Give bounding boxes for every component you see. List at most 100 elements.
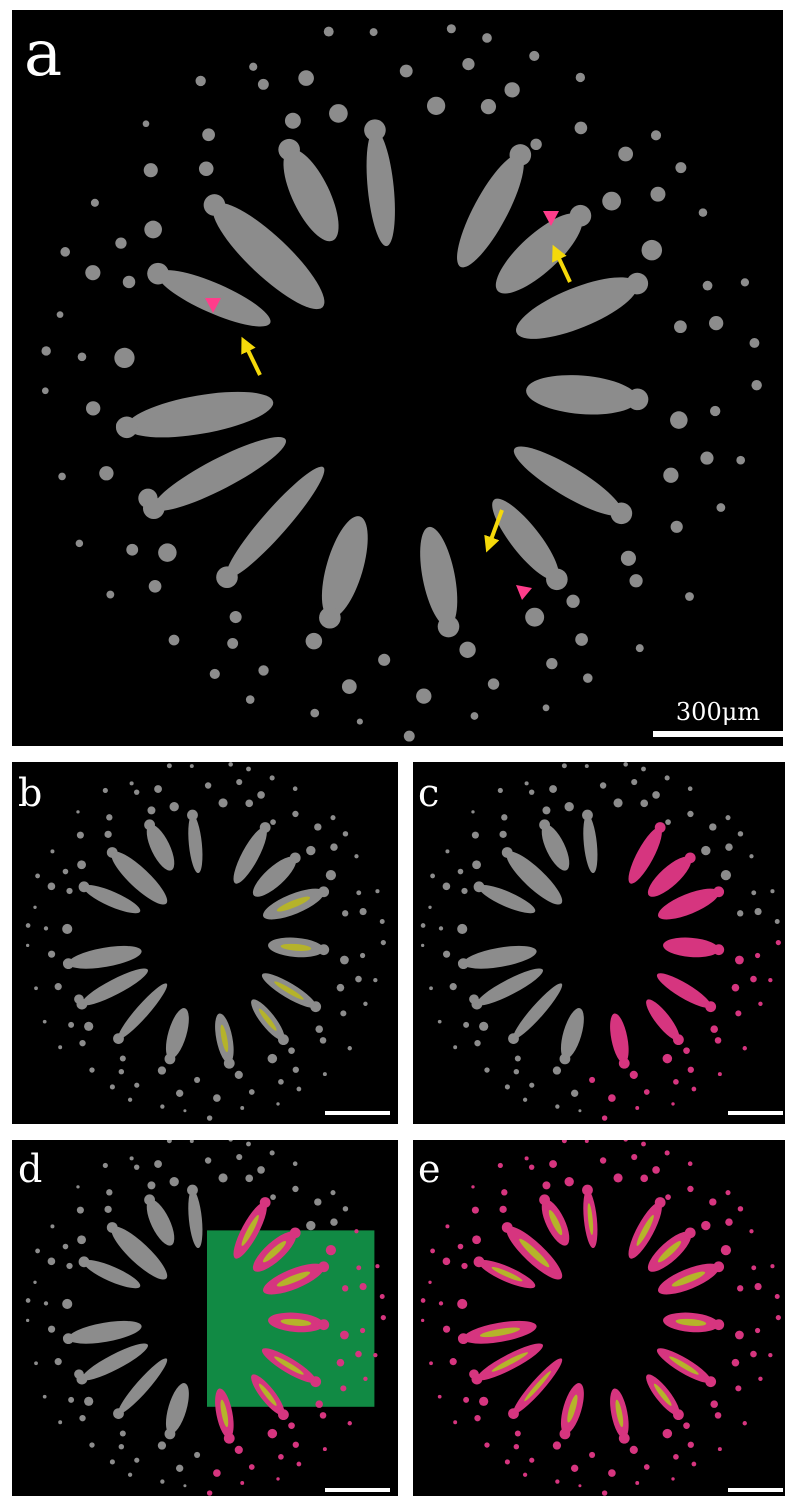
lobe-tip	[278, 1034, 289, 1045]
particle	[119, 1069, 124, 1074]
particle	[499, 831, 506, 838]
particle	[43, 1395, 47, 1399]
particle	[103, 1163, 108, 1168]
particle	[355, 1351, 362, 1358]
particle	[34, 986, 38, 990]
particle	[630, 1446, 638, 1454]
particle	[169, 635, 180, 646]
particle	[55, 1358, 62, 1365]
particle	[235, 1446, 243, 1454]
particle	[270, 775, 275, 780]
particle	[751, 380, 761, 390]
particle	[457, 924, 467, 934]
lobe-tip	[107, 847, 118, 858]
particle	[330, 815, 335, 820]
lobe-tip	[539, 819, 550, 830]
particle	[160, 1479, 164, 1483]
particle	[644, 1464, 650, 1470]
particle	[652, 791, 660, 799]
particle	[565, 1177, 574, 1186]
particle	[326, 870, 336, 880]
particle	[542, 1181, 550, 1189]
lobe-tip	[319, 607, 341, 629]
particle	[463, 1022, 469, 1028]
lobe-tip	[685, 852, 696, 863]
lobe-tip	[318, 1319, 329, 1330]
particle	[329, 104, 348, 123]
particle	[750, 338, 760, 348]
particle	[523, 1473, 527, 1477]
particle	[68, 1022, 74, 1028]
particle	[288, 1422, 295, 1429]
particle	[306, 1221, 315, 1230]
lobe-tip	[187, 1185, 198, 1196]
particle	[249, 63, 257, 71]
particle	[600, 782, 606, 788]
particle	[292, 811, 298, 817]
lobe-tip	[508, 1408, 519, 1419]
particle	[340, 1331, 349, 1340]
particle	[443, 951, 450, 958]
particle	[324, 27, 334, 37]
lobe-tip	[705, 1001, 716, 1012]
figure: 300μm a b c d e	[0, 0, 785, 1496]
particle	[629, 574, 642, 587]
particle	[357, 719, 363, 725]
particle	[245, 1175, 253, 1183]
particle	[50, 1224, 54, 1228]
particle	[58, 1045, 62, 1049]
particle	[566, 595, 579, 608]
particle	[770, 1264, 774, 1268]
particle	[529, 51, 539, 61]
particle	[738, 831, 743, 836]
lobe-tip	[474, 1256, 485, 1267]
particle	[640, 800, 648, 808]
particle	[428, 1281, 431, 1284]
particle	[167, 763, 172, 768]
particle	[99, 466, 113, 480]
particle	[258, 79, 269, 90]
particle	[228, 762, 233, 767]
particle	[190, 764, 194, 768]
lobe-tip	[502, 847, 513, 858]
particle	[249, 1089, 255, 1095]
lobe-tip	[144, 1194, 155, 1205]
particle	[710, 1025, 718, 1033]
particle	[663, 1054, 672, 1063]
particle	[703, 281, 713, 291]
particle	[589, 1452, 595, 1458]
particle	[553, 1441, 561, 1449]
particle	[469, 994, 479, 1004]
particle	[671, 1477, 674, 1480]
lobe-tip	[113, 1408, 124, 1419]
particle	[665, 775, 670, 780]
particle	[268, 1054, 277, 1063]
particle	[641, 1142, 646, 1147]
panel-a-bg	[12, 10, 783, 746]
particle	[340, 1385, 346, 1391]
particle	[457, 1299, 467, 1309]
particle	[768, 978, 772, 982]
particle	[430, 1249, 435, 1254]
lobe-tip	[79, 1256, 90, 1267]
particle	[205, 1157, 211, 1163]
particle	[380, 1294, 385, 1299]
particle	[635, 1106, 639, 1110]
particle	[360, 953, 365, 958]
particle	[115, 237, 126, 248]
particle	[77, 860, 86, 869]
particle	[755, 908, 762, 915]
particle	[257, 791, 265, 799]
particle	[683, 1422, 690, 1429]
particle	[443, 1258, 451, 1266]
particle	[429, 1361, 433, 1365]
particle	[314, 823, 321, 830]
particle	[337, 984, 345, 992]
particle	[525, 781, 529, 785]
scale-bar	[325, 1111, 390, 1115]
lobe-tip	[713, 944, 724, 955]
particle	[207, 1115, 212, 1120]
particle	[199, 161, 214, 176]
particle	[749, 854, 753, 858]
particle	[635, 1481, 639, 1485]
